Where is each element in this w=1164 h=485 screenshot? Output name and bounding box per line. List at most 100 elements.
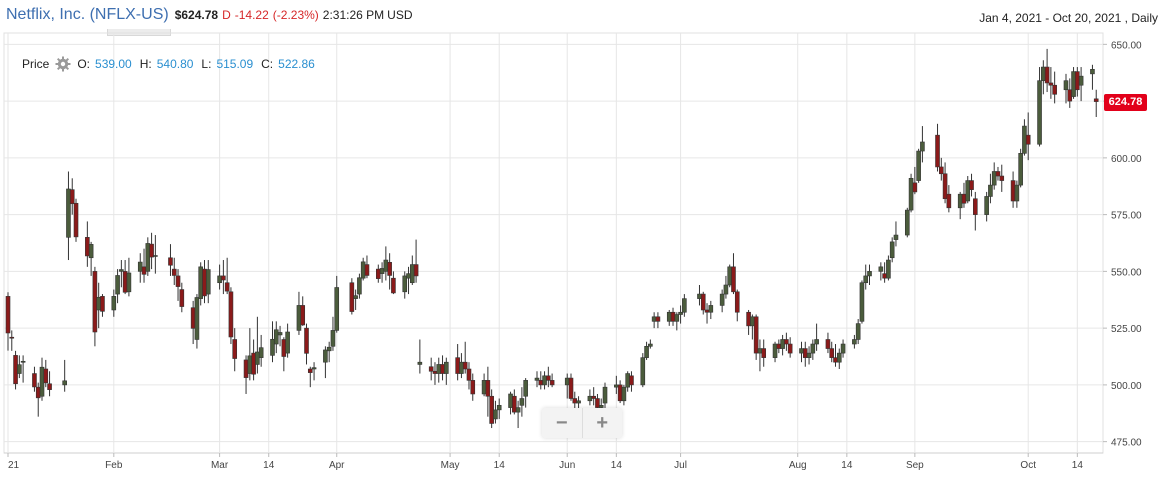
candle-body	[682, 298, 687, 313]
candle-body	[829, 348, 835, 358]
candle	[882, 262, 887, 283]
candle	[719, 289, 725, 313]
candle	[122, 260, 128, 295]
candle-body	[512, 395, 517, 413]
security-name[interactable]: Netflix, Inc. (NFLX-US)	[6, 6, 169, 23]
y-tick-label: 650.00	[1111, 40, 1142, 51]
candle	[734, 289, 740, 322]
candle	[364, 255, 370, 279]
candle-body	[859, 282, 865, 322]
x-tick-label: Feb	[105, 460, 123, 471]
candle-body	[1010, 180, 1016, 202]
candle-body	[772, 343, 778, 358]
candle-body	[111, 296, 117, 311]
candle-body	[984, 196, 989, 215]
candle-body	[625, 373, 630, 388]
candle-body	[814, 339, 819, 345]
candle	[780, 334, 785, 356]
candle	[190, 300, 196, 345]
y-tick-label: 575.00	[1111, 211, 1142, 222]
candle-body	[957, 193, 963, 209]
candle-body	[96, 296, 101, 311]
candle-body	[863, 275, 869, 284]
candle-body	[1041, 66, 1046, 81]
candle	[942, 162, 948, 204]
candle	[360, 257, 366, 281]
candle	[66, 171, 71, 261]
candle	[296, 291, 302, 335]
gear-icon[interactable]	[55, 56, 71, 72]
zoom-out-button[interactable]: −	[555, 411, 568, 434]
candle-body	[1052, 84, 1057, 95]
x-tick-label: 21	[8, 460, 20, 471]
candle-body	[255, 351, 260, 365]
candle	[383, 246, 389, 281]
candle-body	[799, 348, 804, 354]
candle-body	[534, 377, 540, 381]
candle	[251, 339, 256, 381]
candle-body	[13, 355, 18, 385]
candle-body	[825, 339, 831, 349]
candle-body	[855, 323, 861, 340]
x-tick-label: 14	[611, 460, 623, 471]
x-tick-label: Aug	[789, 460, 807, 471]
x-tick-label: Oct	[1020, 460, 1036, 471]
candle-body	[999, 175, 1005, 181]
candle	[119, 260, 124, 288]
candle	[912, 166, 918, 195]
candle-body	[704, 309, 710, 313]
candle-body	[296, 305, 302, 331]
last-price-badge: 624.78	[1104, 93, 1147, 111]
candle-body	[867, 271, 872, 277]
candle	[549, 373, 555, 388]
candle	[281, 337, 287, 372]
candle	[836, 348, 842, 369]
candle-body	[168, 257, 173, 266]
candle	[995, 166, 1001, 181]
candle-body	[904, 209, 910, 236]
candle-body	[304, 327, 309, 354]
candle	[387, 253, 392, 290]
candle-body	[69, 189, 75, 205]
candle-body	[39, 366, 45, 397]
candle-body	[92, 271, 98, 333]
candle-body	[62, 380, 67, 386]
candle	[141, 248, 147, 283]
candle-body	[32, 373, 37, 388]
candle	[9, 330, 15, 351]
candle-body	[273, 329, 279, 345]
candle-body	[939, 166, 944, 175]
candle	[462, 341, 468, 374]
candle	[863, 264, 869, 290]
candle-body	[991, 171, 997, 186]
zoom-in-button[interactable]: +	[581, 408, 623, 438]
candle	[731, 253, 736, 295]
candle	[493, 400, 498, 424]
open-label: O:	[77, 57, 91, 71]
candle-body	[1022, 125, 1027, 154]
candle-body	[171, 268, 177, 276]
candle	[682, 294, 687, 317]
candle-body	[470, 380, 476, 395]
candle	[840, 339, 846, 358]
candle	[625, 371, 630, 392]
candle	[640, 353, 646, 388]
candle	[330, 316, 336, 351]
candle-body	[564, 377, 570, 386]
candle	[111, 289, 117, 317]
candle-body	[973, 198, 978, 215]
candle-body	[1063, 80, 1069, 91]
candle-body	[402, 275, 408, 293]
candle-body	[145, 243, 151, 272]
candle-body	[444, 361, 449, 374]
candle	[353, 289, 358, 310]
candle-body	[508, 393, 513, 408]
candle	[300, 296, 306, 326]
candle-body	[988, 184, 993, 197]
candle-body	[379, 268, 385, 274]
candle-body	[700, 293, 706, 311]
candle-body	[243, 359, 249, 378]
quote-time: 2:31:26 PM	[322, 8, 385, 22]
candle	[379, 262, 385, 283]
